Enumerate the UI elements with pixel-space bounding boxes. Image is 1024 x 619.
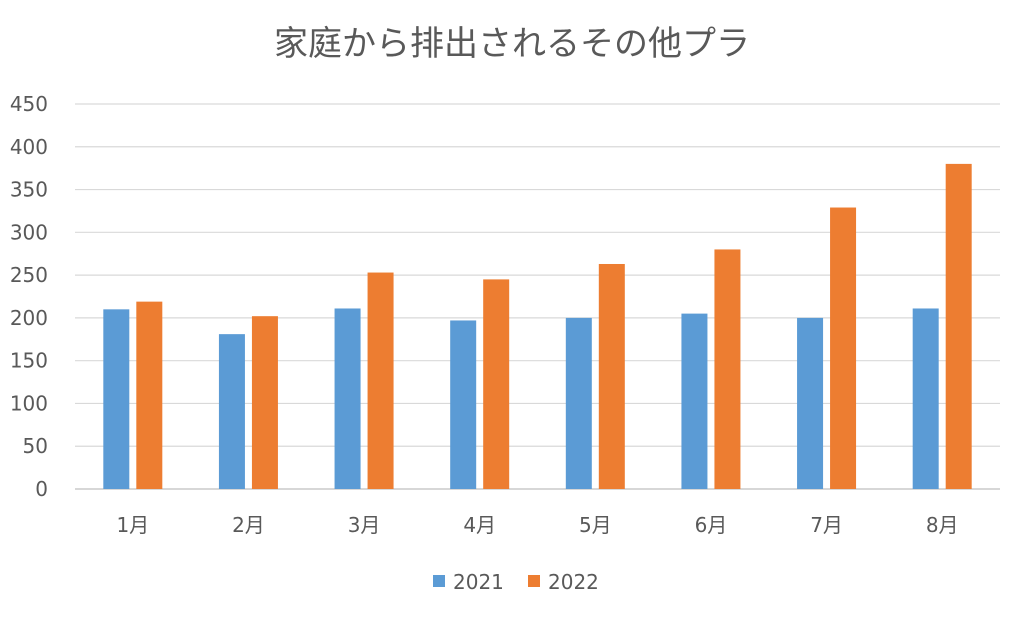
bar-2021-2: [218, 334, 245, 489]
x-tick-label: 7月: [810, 513, 843, 537]
y-tick-label: 400: [10, 135, 48, 159]
bar-2022-1: [136, 301, 163, 489]
bar-2022-4: [483, 279, 510, 489]
bar-2021-1: [103, 309, 130, 489]
x-tick-label: 8月: [926, 513, 959, 537]
y-tick-label: 100: [10, 391, 48, 415]
y-tick-label: 350: [10, 178, 48, 202]
bar-2021-7: [797, 317, 824, 489]
x-tick-label: 2月: [232, 513, 265, 537]
y-tick-label: 250: [10, 263, 48, 287]
x-tick-label: 1月: [116, 513, 149, 537]
bar-2021-3: [334, 308, 361, 489]
bars: [103, 163, 972, 489]
bar-2022-8: [945, 163, 972, 489]
bar-2022-6: [714, 249, 741, 489]
y-tick-label: 150: [10, 349, 48, 373]
bar-2021-6: [681, 313, 708, 489]
bar-2022-5: [598, 263, 625, 489]
legend: 2021 2022: [433, 570, 599, 594]
gridlines: [75, 103, 1000, 490]
x-tick-label: 3月: [348, 513, 381, 537]
y-tick-label: 450: [10, 92, 48, 116]
bar-2021-4: [450, 320, 477, 489]
legend-label: 2022: [548, 570, 599, 594]
legend-label: 2021: [453, 570, 504, 594]
bar-2021-5: [565, 317, 592, 489]
bar-2022-7: [830, 207, 857, 489]
x-tick-label: 4月: [463, 513, 496, 537]
bar-2022-3: [367, 272, 394, 489]
x-tick-label: 6月: [695, 513, 728, 537]
legend-swatch-2021: [433, 575, 445, 587]
y-axis-ticks: 0 50 100 150 200 250 300 350 400 450: [10, 92, 48, 501]
y-tick-label: 0: [35, 477, 48, 501]
chart-title: 家庭から排出されるその他プラ: [274, 24, 750, 64]
x-axis-ticks: 1月 2月 3月 4月 5月 6月 7月 8月: [116, 513, 958, 537]
bar-2022-2: [251, 316, 278, 489]
legend-swatch-2022: [528, 575, 540, 587]
bar-2021-8: [912, 308, 939, 489]
y-tick-label: 200: [10, 306, 48, 330]
y-tick-label: 50: [23, 434, 48, 458]
x-tick-label: 5月: [579, 513, 612, 537]
y-tick-label: 300: [10, 220, 48, 244]
